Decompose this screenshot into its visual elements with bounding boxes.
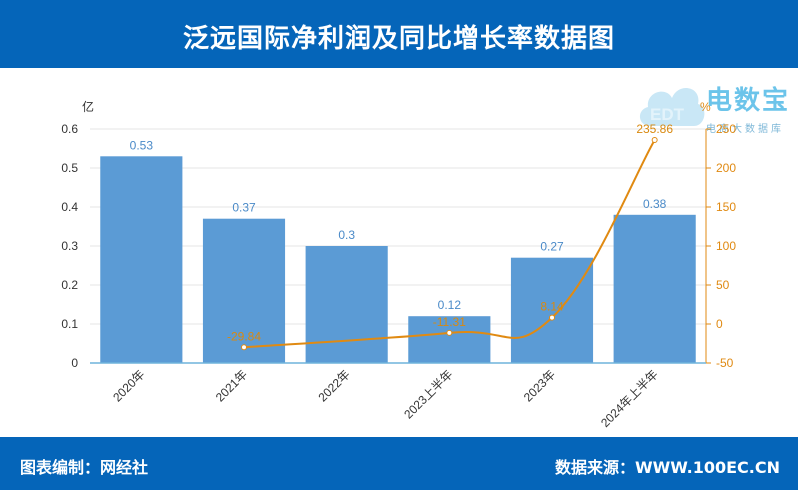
logo-mark: EDT [650, 105, 685, 124]
cloud-logo-icon: EDT [639, 87, 705, 126]
line-value-label: 235.86 [636, 122, 673, 136]
x-tick-label: 2021年 [213, 367, 250, 404]
chart-grid [90, 128, 706, 325]
line-point [651, 137, 658, 144]
left-tick-label: 0.1 [61, 317, 78, 331]
left-tick-label: 0.3 [61, 239, 78, 253]
bar [305, 246, 388, 363]
line-series: -29.84 -11.31 8.14 235.86 [227, 122, 673, 351]
logo-subtitle: 电商大数据库 [706, 124, 784, 135]
line-value-label: -11.31 [433, 315, 466, 329]
x-tick-label: 2020年 [110, 367, 147, 404]
bar [202, 218, 286, 363]
footer-banner: 图表编制：网经社 数据来源：WWW.100EC.CN [0, 437, 798, 490]
logo-brand: 电数宝 [706, 86, 791, 116]
line-point [549, 314, 555, 321]
bar [613, 214, 696, 363]
x-axis: 2020年 2021年 2022年 2023上半年 2023年 2024年上半年 [110, 367, 661, 430]
footer-credit: 图表编制：网经社 [20, 458, 149, 477]
bar [510, 257, 594, 363]
page-title: 泛远国际净利润及同比增长率数据图 [182, 24, 615, 54]
line-value-label: -29.84 [227, 329, 261, 343]
left-tick-label: 0.6 [61, 122, 78, 136]
watermark-logo: EDT 电数宝 电商大数据库 [636, 74, 794, 144]
bar-value-label: 0.53 [130, 138, 154, 152]
bar-series: 0.53 0.37 0.3 0.12 0.27 0.38 [90, 138, 706, 364]
right-tick-label: 100 [716, 239, 736, 253]
growth-line [243, 139, 656, 349]
left-tick-label: 0.4 [61, 200, 78, 214]
header-banner: 泛远国际净利润及同比增长率数据图 [0, 0, 798, 68]
combo-chart: 0 0.1 0.2 0.3 0.4 0.5 0.6 -50 0 50 100 150 200 250 亿… [61, 99, 736, 430]
bar [408, 316, 491, 363]
right-tick-label: 150 [716, 200, 736, 214]
right-tick-label: 200 [716, 161, 736, 175]
right-axis-unit: % [700, 100, 711, 114]
left-axis: 0 0.1 0.2 0.3 0.4 0.5 0.6 [61, 122, 78, 370]
x-tick-label: 2022年 [316, 367, 353, 404]
right-tick-label: 0 [716, 317, 723, 331]
line-point [241, 344, 247, 351]
left-tick-label: 0 [71, 356, 78, 370]
right-tick-label: 50 [716, 278, 730, 292]
left-axis-unit: 亿 [82, 99, 94, 114]
x-tick-label: 2024年上半年 [598, 367, 661, 430]
bar-value-label: 0.27 [540, 240, 564, 254]
bar-value-label: 0.12 [438, 298, 462, 312]
x-tick-label: 2023年 [521, 367, 558, 404]
right-tick-label: -50 [716, 356, 734, 370]
bar [100, 156, 183, 363]
footer-source: 数据来源：WWW.100EC.CN [554, 458, 780, 477]
bar-value-label: 0.37 [232, 201, 256, 215]
line-point [446, 329, 453, 336]
right-tick-label: 250 [716, 122, 736, 136]
bar-value-label: 0.3 [338, 228, 355, 242]
x-tick-label: 2023上半年 [401, 367, 455, 421]
right-axis: -50 0 50 100 150 200 250 [705, 122, 736, 370]
left-tick-label: 0.2 [61, 278, 78, 292]
left-tick-label: 0.5 [61, 161, 78, 175]
line-value-label: 8.14 [540, 300, 564, 314]
bar-value-label: 0.38 [643, 197, 667, 211]
